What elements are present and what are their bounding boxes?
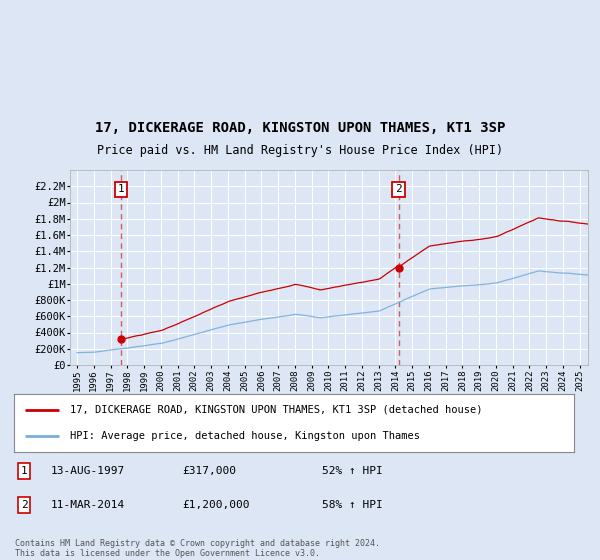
Text: £1,200,000: £1,200,000 [182, 500, 250, 510]
Text: 52% ↑ HPI: 52% ↑ HPI [322, 466, 383, 476]
Text: 11-MAR-2014: 11-MAR-2014 [50, 500, 125, 510]
Text: 13-AUG-1997: 13-AUG-1997 [50, 466, 125, 476]
Text: 1: 1 [21, 466, 28, 476]
Text: 2: 2 [21, 500, 28, 510]
Text: £317,000: £317,000 [182, 466, 236, 476]
Text: Contains HM Land Registry data © Crown copyright and database right 2024.
This d: Contains HM Land Registry data © Crown c… [15, 539, 380, 558]
Text: 58% ↑ HPI: 58% ↑ HPI [322, 500, 383, 510]
Text: Price paid vs. HM Land Registry's House Price Index (HPI): Price paid vs. HM Land Registry's House … [97, 144, 503, 157]
Text: 2: 2 [395, 184, 402, 194]
Text: 17, DICKERAGE ROAD, KINGSTON UPON THAMES, KT1 3SP: 17, DICKERAGE ROAD, KINGSTON UPON THAMES… [95, 121, 505, 135]
Text: 1: 1 [118, 184, 124, 194]
Text: 17, DICKERAGE ROAD, KINGSTON UPON THAMES, KT1 3SP (detached house): 17, DICKERAGE ROAD, KINGSTON UPON THAMES… [70, 405, 482, 414]
Text: HPI: Average price, detached house, Kingston upon Thames: HPI: Average price, detached house, King… [70, 431, 420, 441]
